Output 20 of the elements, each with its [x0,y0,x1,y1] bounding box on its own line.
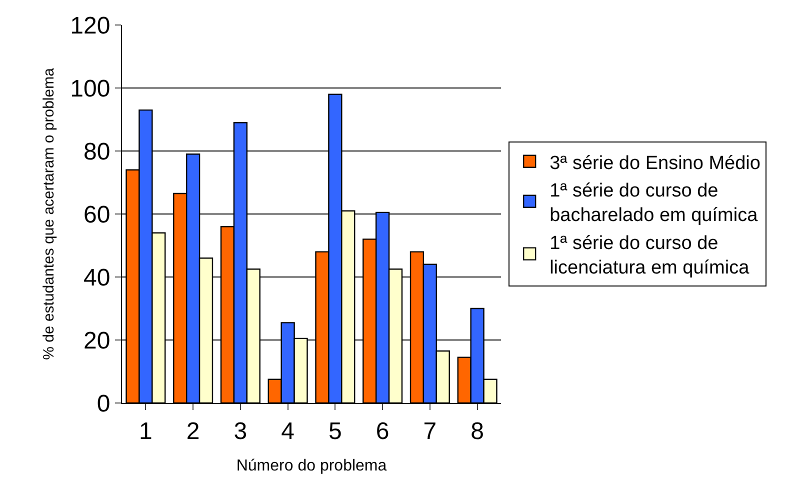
x-tick-label: 7 [423,418,437,445]
x-tick-label: 4 [281,418,294,445]
x-tick-label: 1 [139,418,152,445]
y-tick-label: 120 [70,12,110,40]
y-tick-label: 100 [70,75,110,102]
x-tick-label: 3 [234,418,248,445]
legend-label: 1ª série do curso de licenciatura em química [550,232,750,279]
y-tick-label: 80 [83,138,110,166]
y-tick-label: 40 [83,264,110,292]
y-tick-label: 60 [83,201,110,228]
y-tick-label: 0 [96,390,110,418]
x-tick-label: 6 [376,418,390,445]
y-tick-label: 20 [83,327,110,354]
legend-label: 1ª série do curso de bacharelado em química [550,180,758,226]
x-tick-label: 2 [186,418,200,445]
y-axis-title: % de estudantes que acertaram o problema [40,67,58,360]
x-tick-label: 5 [328,418,342,445]
x-tick-label: 8 [470,418,484,445]
x-axis-title: Número do problema [236,458,387,474]
legend-label: 3ª série do Ensino Médio [550,152,760,174]
